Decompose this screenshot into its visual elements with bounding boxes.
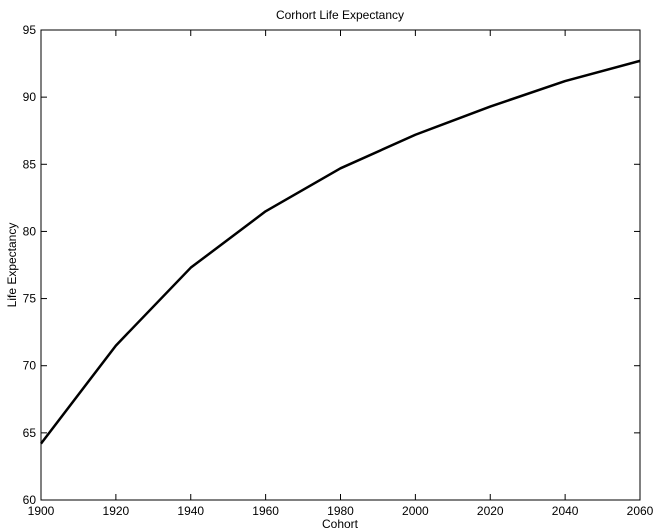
y-tick-label: 90 xyxy=(23,90,37,104)
y-tick-label: 85 xyxy=(23,157,37,171)
x-tick-label: 1900 xyxy=(28,504,55,518)
y-tick-label: 80 xyxy=(23,224,37,238)
y-tick-label: 65 xyxy=(23,426,37,440)
y-tick-label: 95 xyxy=(23,23,37,37)
y-tick-label: 60 xyxy=(23,493,37,507)
x-tick-label: 2020 xyxy=(477,504,504,518)
y-tick-label: 75 xyxy=(23,292,37,306)
x-tick-label: 2000 xyxy=(402,504,429,518)
y-tick-label: 70 xyxy=(23,359,37,373)
x-tick-label: 1960 xyxy=(252,504,279,518)
x-axis-label: Cohort xyxy=(322,517,359,531)
x-tick-label: 2040 xyxy=(552,504,579,518)
chart-title: Corhort Life Expectancy xyxy=(276,8,404,22)
x-tick-label: 1920 xyxy=(103,504,130,518)
plot-area xyxy=(40,29,641,501)
x-tick-label: 2060 xyxy=(627,504,653,518)
x-tick-label: 1980 xyxy=(327,504,354,518)
y-axis-label: Life Expectancy xyxy=(5,223,19,308)
x-tick-label: 1940 xyxy=(177,504,204,518)
line-series xyxy=(40,59,641,445)
